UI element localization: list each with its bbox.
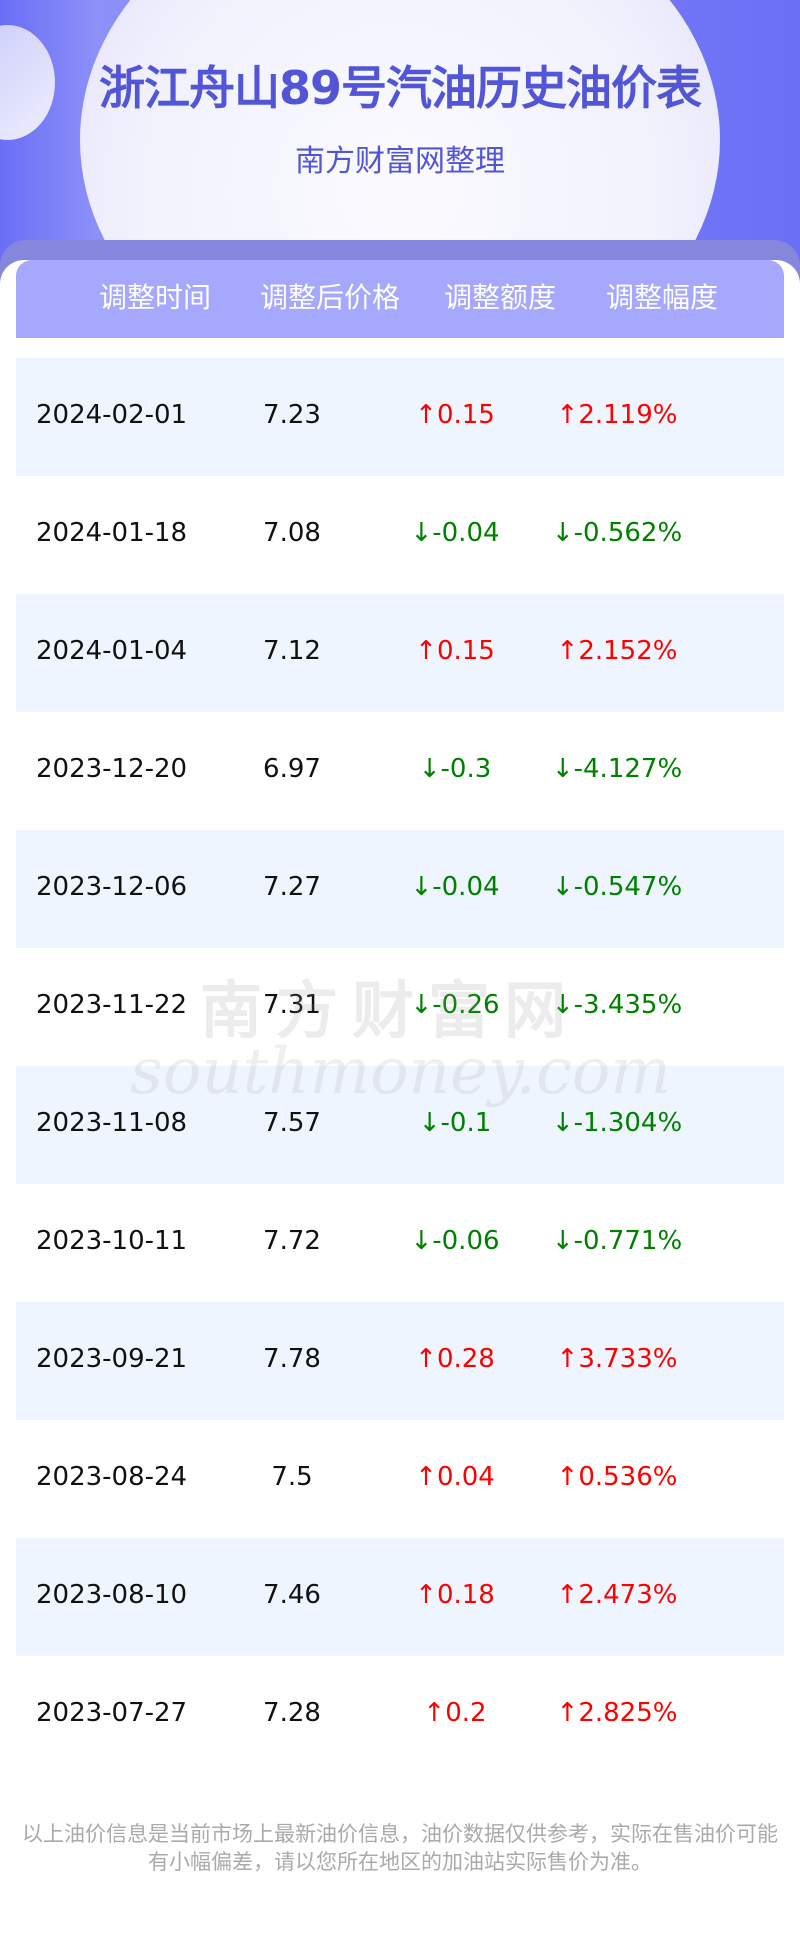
column-header-change: 调整额度	[443, 281, 557, 314]
cell-price: 7.57	[263, 1108, 321, 1138]
cell-percent: ↑0.536%	[556, 1462, 678, 1492]
cell-price: 6.97	[263, 754, 321, 784]
cell-change: ↓-0.26	[410, 990, 500, 1020]
cell-percent: ↓-1.304%	[551, 1108, 683, 1138]
cell-date: 2023-07-27	[36, 1698, 188, 1728]
cell-percent: ↑3.733%	[556, 1344, 678, 1374]
cell-percent: ↑2.152%	[556, 636, 678, 666]
cell-change: ↑0.28	[415, 1344, 495, 1374]
cell-change: ↑0.04	[415, 1462, 495, 1492]
cell-date: 2023-09-21	[36, 1344, 188, 1374]
cell-price: 7.23	[263, 400, 321, 430]
page-subtitle: 南方财富网整理	[295, 144, 505, 179]
cell-change: ↓-0.1	[418, 1108, 492, 1138]
disclaimer: 以上油价信息是当前市场上最新油价信息，油价数据仅供参考，实际在售油价可能 有小幅…	[0, 1820, 800, 1876]
column-header-date: 调整时间	[98, 281, 212, 314]
cell-percent: ↑2.119%	[556, 400, 678, 430]
cell-change: ↑0.15	[415, 400, 495, 430]
cell-date: 2023-12-20	[36, 754, 188, 784]
cell-date: 2023-08-10	[36, 1580, 188, 1610]
cell-percent: ↓-0.562%	[551, 518, 683, 548]
disclaimer-line-1: 以上油价信息是当前市场上最新油价信息，油价数据仅供参考，实际在售油价可能	[22, 1822, 778, 1846]
cell-change: ↑0.2	[423, 1698, 487, 1728]
watermark-logo-cn: 南方财富网	[200, 974, 581, 1047]
table-row: 2023-11-22 7.31 ↓-0.26 ↓-3.435%	[16, 948, 784, 1066]
table-row: 2023-07-27 7.28 ↑0.2 ↑2.825%	[16, 1656, 784, 1774]
cell-price: 7.46	[263, 1580, 321, 1610]
table-row: 2023-10-11 7.72 ↓-0.06 ↓-0.771%	[16, 1184, 784, 1302]
column-header-price: 调整后价格	[259, 281, 401, 314]
cell-percent: ↑2.473%	[556, 1580, 678, 1610]
cell-date: 2024-01-04	[36, 636, 188, 666]
table-row: 2023-12-20 6.97 ↓-0.3 ↓-4.127%	[16, 712, 784, 830]
cell-change: ↓-0.06	[410, 1226, 500, 1256]
cell-percent: ↓-0.547%	[551, 872, 683, 902]
cell-change: ↑0.15	[415, 636, 495, 666]
disclaimer-line-2: 有小幅偏差，请以您所在地区的加油站实际售价为准。	[148, 1850, 652, 1874]
cell-change: ↓-0.04	[410, 518, 500, 548]
cell-price: 7.28	[263, 1698, 321, 1728]
column-header-percent: 调整幅度	[605, 281, 719, 314]
cell-percent: ↓-0.771%	[551, 1226, 683, 1256]
cell-date: 2023-11-22	[36, 990, 188, 1020]
cell-change: ↓-0.04	[410, 872, 500, 902]
cell-date: 2023-12-06	[36, 872, 188, 902]
table-row: 2024-01-18 7.08 ↓-0.04 ↓-0.562%	[16, 476, 784, 594]
cell-price: 7.08	[263, 518, 321, 548]
table-row: 2023-11-08 7.57 ↓-0.1 ↓-1.304%	[16, 1066, 784, 1184]
cell-price: 7.5	[271, 1462, 313, 1492]
cell-date: 2023-08-24	[36, 1462, 188, 1492]
cell-price: 7.78	[263, 1344, 321, 1374]
table-row: 2023-08-10 7.46 ↑0.18 ↑2.473%	[16, 1538, 784, 1656]
cell-date: 2024-01-18	[36, 518, 188, 548]
cell-price: 7.72	[263, 1226, 321, 1256]
cell-change: ↑0.18	[415, 1580, 495, 1610]
cell-date: 2023-11-08	[36, 1108, 188, 1138]
cell-date: 2023-10-11	[36, 1226, 188, 1256]
table-row: 2023-12-06 7.27 ↓-0.04 ↓-0.547%	[16, 830, 784, 948]
cell-percent: ↓-3.435%	[551, 990, 683, 1020]
cell-change: ↓-0.3	[418, 754, 492, 784]
table-row: 2024-01-04 7.12 ↑0.15 ↑2.152%	[16, 594, 784, 712]
watermark-logo-en: southmoney.com	[130, 1035, 671, 1109]
table-row: 2024-02-01 7.23 ↑0.15 ↑2.119%	[16, 358, 784, 476]
cell-price: 7.27	[263, 872, 321, 902]
page-title: 浙江舟山89号汽油历史油价表	[98, 61, 702, 115]
cell-price: 7.12	[263, 636, 321, 666]
table-header: 调整时间 调整后价格 调整额度 调整幅度	[16, 260, 784, 338]
cell-percent: ↓-4.127%	[551, 754, 683, 784]
table-row: 2023-08-24 7.5 ↑0.04 ↑0.536%	[16, 1420, 784, 1538]
cell-date: 2024-02-01	[36, 400, 188, 430]
cell-price: 7.31	[263, 990, 321, 1020]
hero-banner: 浙江舟山89号汽油历史油价表 南方财富网整理	[0, 0, 800, 340]
cell-percent: ↑2.825%	[556, 1698, 678, 1728]
table-row: 2023-09-21 7.78 ↑0.28 ↑3.733%	[16, 1302, 784, 1420]
